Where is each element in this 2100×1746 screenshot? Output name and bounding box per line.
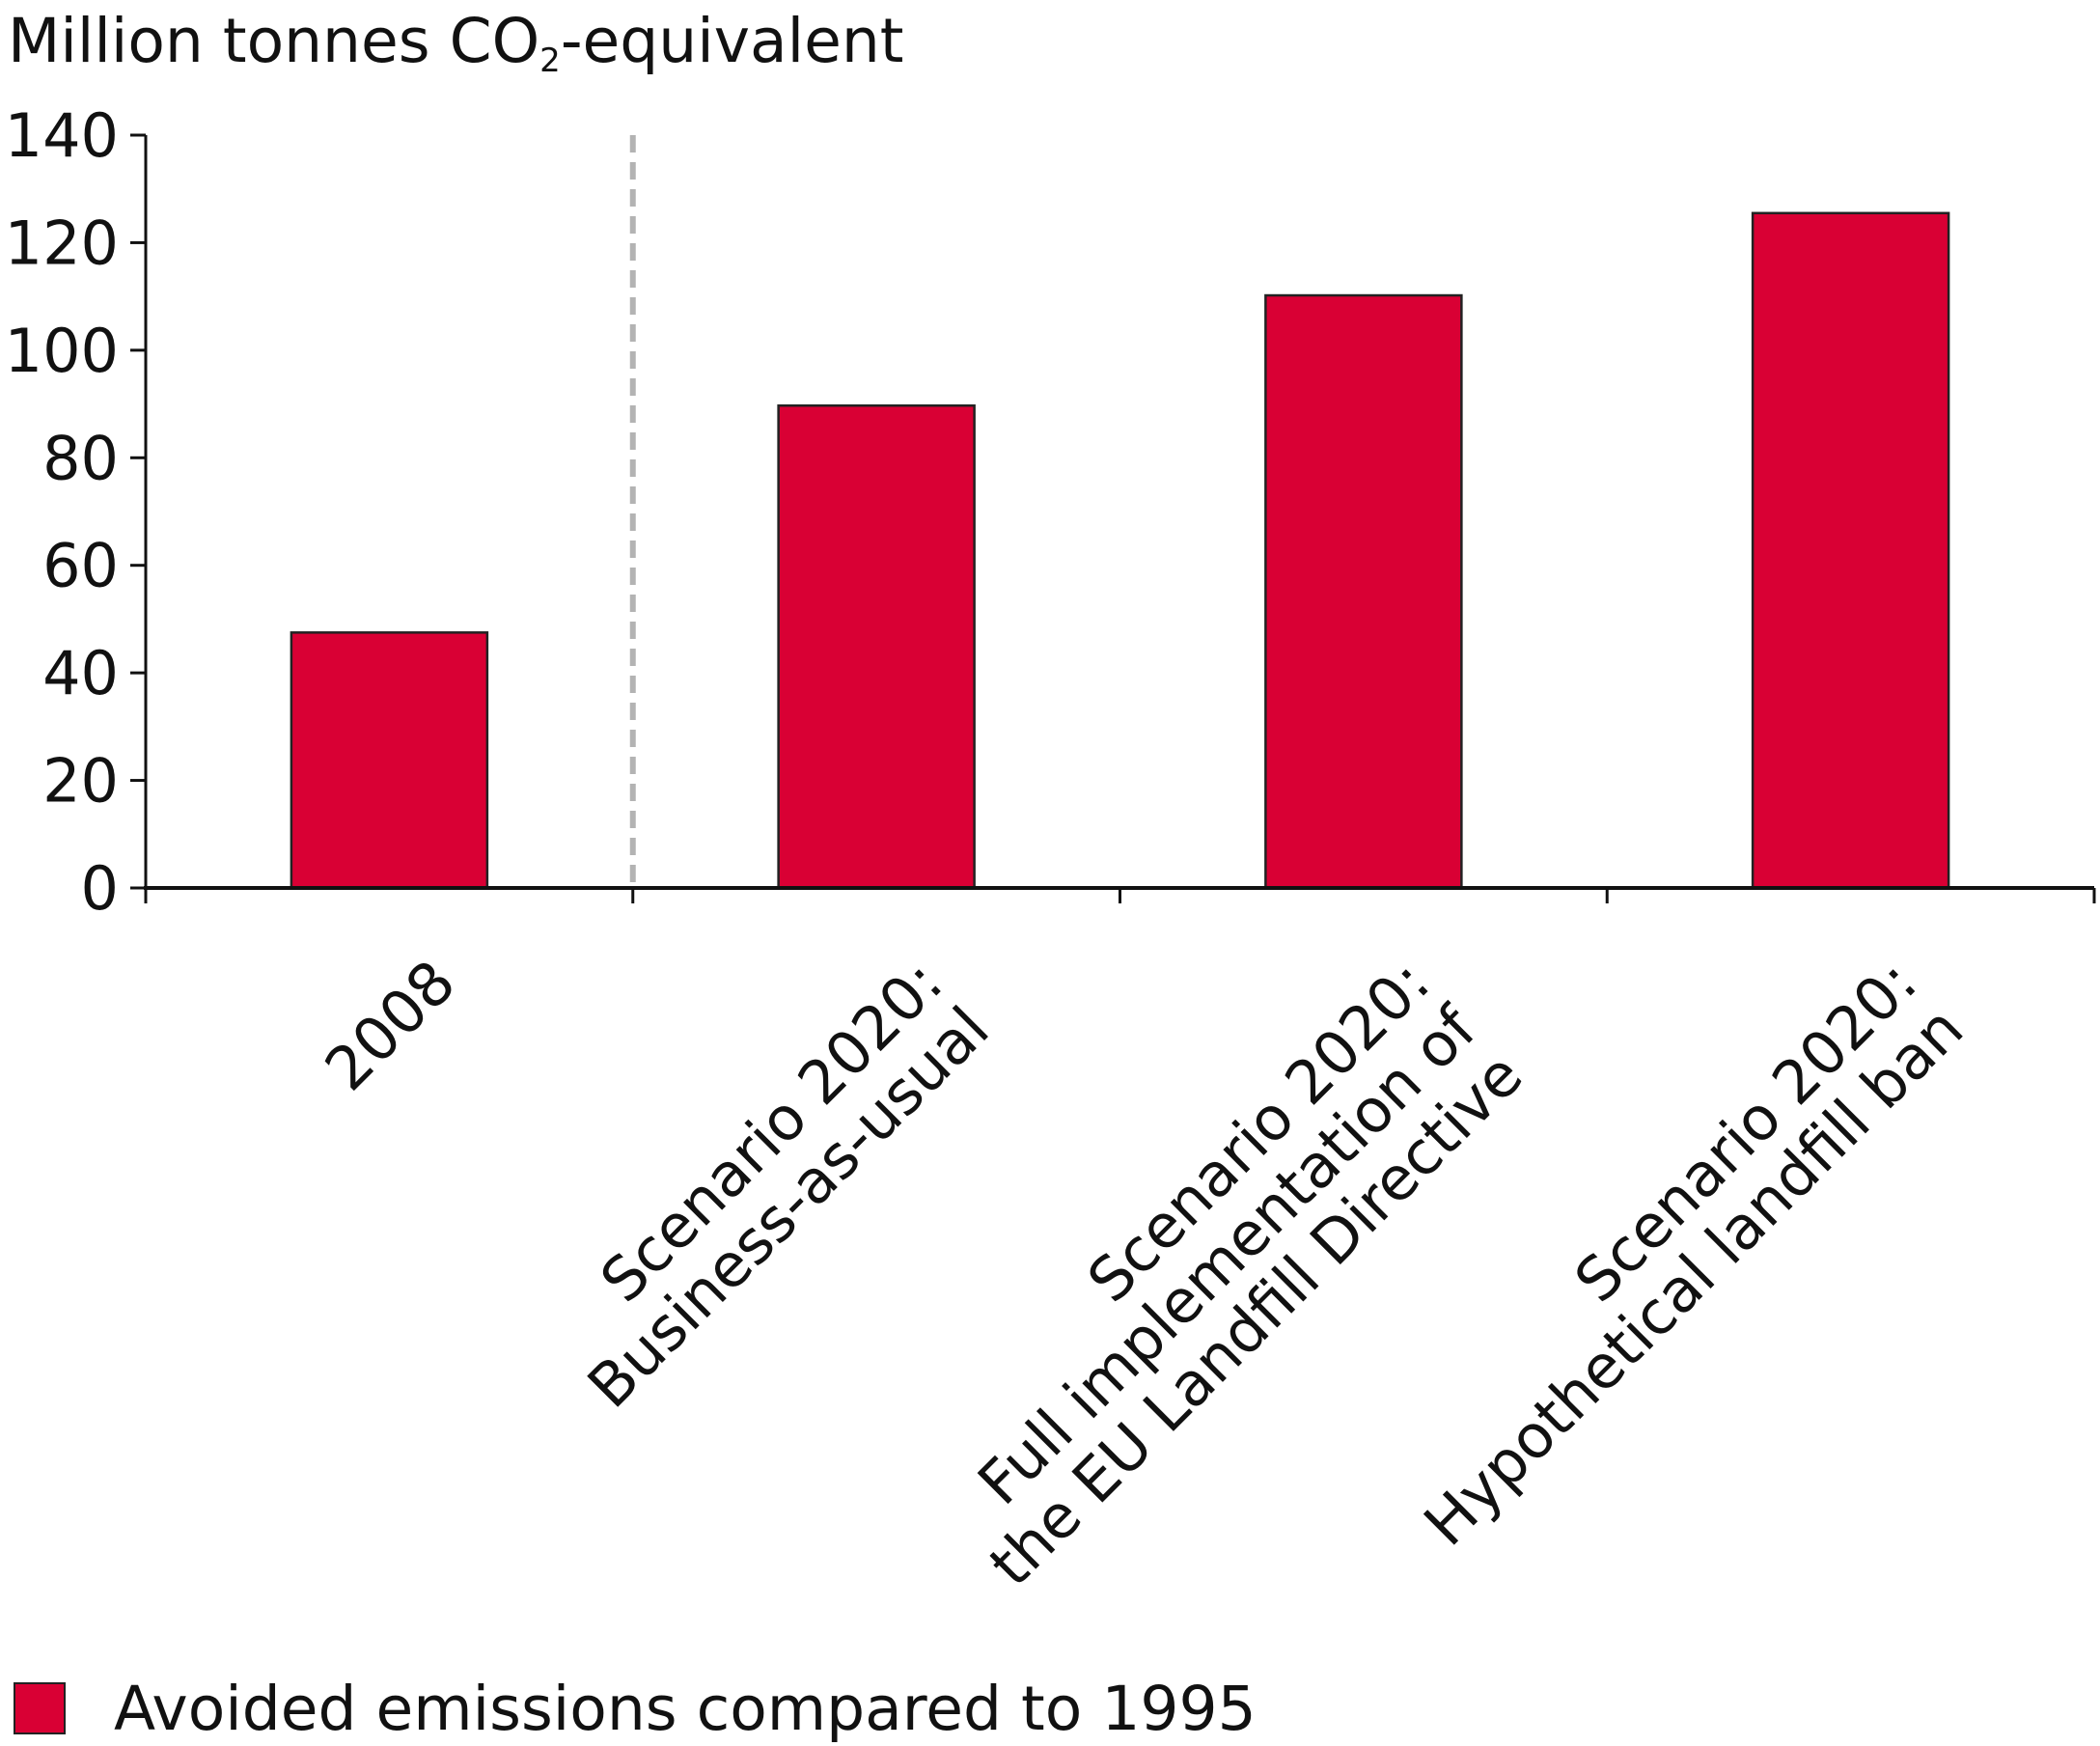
bar-3 xyxy=(1751,211,1950,890)
legend-label: Avoided emissions compared to 1995 xyxy=(114,1673,1257,1744)
bar-2 xyxy=(1264,293,1463,890)
x-tick-label-2-line-1: Full implementation of xyxy=(964,991,1491,1518)
y-tick-label-0: 0 xyxy=(81,853,119,924)
x-tick-label-1: Scenario 2020:Business-as-usual xyxy=(528,947,1003,1422)
bar-1 xyxy=(777,403,976,890)
x-tick-label-0-line-0: 2008 xyxy=(312,947,469,1104)
y-tick-label-7: 140 xyxy=(5,100,119,171)
bar-0 xyxy=(290,631,489,890)
y-tick-label-6: 120 xyxy=(5,208,119,278)
y-axis-title-subscript: 2 xyxy=(539,42,561,80)
y-tick-label-5: 100 xyxy=(5,316,119,386)
y-tick-label-2: 40 xyxy=(42,638,119,708)
y-axis-title: Million tonnes CO2-equivalent xyxy=(8,6,904,80)
x-tick-label-0: 2008 xyxy=(312,947,469,1104)
x-ticks-group: 2008 Scenario 2020:Business-as-usual Scena… xyxy=(144,888,2096,1599)
legend: Avoided emissions compared to 1995 xyxy=(14,1674,1257,1744)
legend-swatch xyxy=(14,1682,66,1734)
bars-group xyxy=(290,211,1950,890)
y-tick-label-4: 80 xyxy=(42,423,119,493)
y-axis-title-suffix: -equivalent xyxy=(560,6,904,76)
x-tick-label-1-line-1: Business-as-usual xyxy=(574,993,1003,1422)
y-tick-label-1: 20 xyxy=(42,746,119,817)
y-ticks-group: 0 20 40 60 80 100 120 140 xyxy=(5,100,146,924)
y-axis-title-prefix: Million tonnes CO xyxy=(8,6,540,76)
y-tick-label-3: 60 xyxy=(42,531,119,601)
